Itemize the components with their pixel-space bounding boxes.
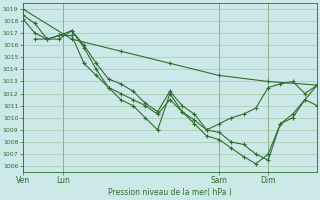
X-axis label: Pression niveau de la mer( hPa ): Pression niveau de la mer( hPa ) — [108, 188, 232, 197]
